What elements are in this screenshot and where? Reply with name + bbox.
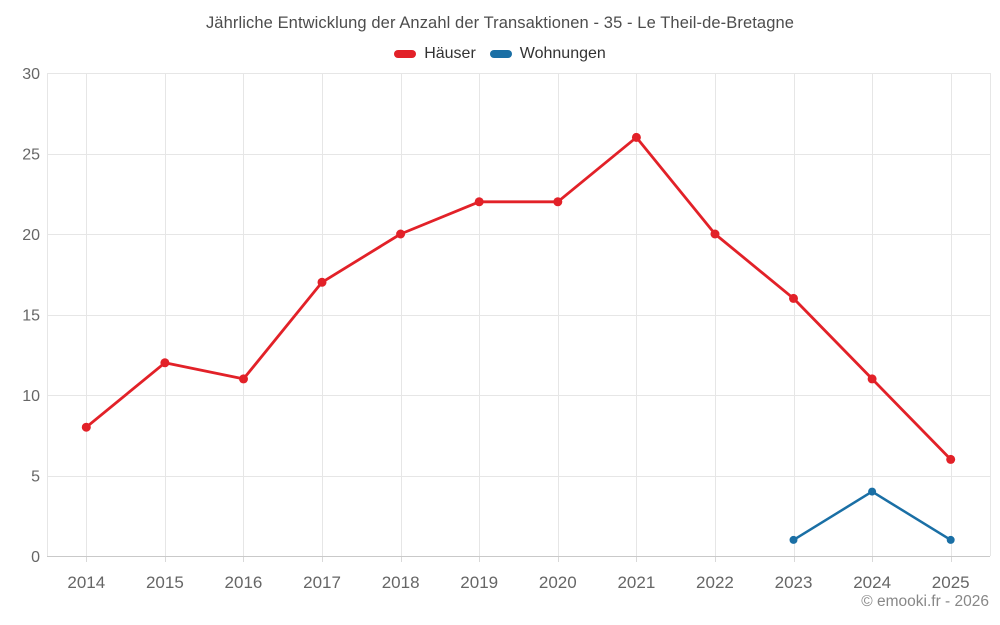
legend-item-wohnungen[interactable]: Wohnungen	[489, 45, 606, 63]
y-axis-tick-label: 20	[22, 227, 40, 244]
data-point-häuser[interactable]	[396, 229, 406, 239]
data-point-häuser[interactable]	[553, 197, 563, 207]
x-axis-tick-label: 2017	[303, 573, 341, 592]
legend-item-haeuser[interactable]: Häuser	[394, 45, 476, 63]
data-point-häuser[interactable]	[710, 229, 720, 239]
series-line-häuser	[84, 135, 953, 461]
data-point-wohnungen[interactable]	[868, 487, 877, 496]
y-axis-tick-label: 15	[22, 308, 40, 325]
data-point-häuser[interactable]	[239, 374, 248, 384]
x-axis-tick-label: 2015	[146, 573, 184, 592]
x-axis-tick-label: 2024	[853, 573, 891, 592]
x-axis-tick-label: 2018	[382, 573, 420, 592]
x-axis-tick-label: 2025	[932, 573, 970, 592]
y-axis-tick-label: 30	[22, 66, 40, 83]
data-point-wohnungen[interactable]	[946, 535, 955, 544]
data-point-häuser[interactable]	[160, 358, 170, 368]
legend-label-wohnungen: Wohnungen	[519, 45, 606, 62]
data-point-häuser[interactable]	[317, 277, 327, 287]
x-axis-tick-label: 2021	[617, 573, 655, 592]
legend-label-haeuser: Häuser	[424, 45, 476, 62]
wohnungen-legend-swatch-icon	[489, 50, 512, 58]
y-axis-tick-label: 5	[31, 469, 40, 486]
x-axis-tick-label: 2022	[696, 573, 734, 592]
y-axis-tick-label: 0	[31, 549, 40, 566]
data-point-häuser[interactable]	[789, 293, 798, 303]
x-axis-tick-label: 2014	[67, 573, 105, 592]
y-axis-tick-label: 25	[22, 147, 40, 164]
x-axis-tick-label: 2020	[539, 573, 577, 592]
legend: Häuser Wohnungen	[0, 44, 1000, 64]
data-point-häuser[interactable]	[946, 454, 956, 464]
x-axis-tick-label: 2016	[225, 573, 263, 592]
data-point-häuser[interactable]	[81, 422, 91, 432]
y-axis-tick-label: 10	[22, 388, 40, 405]
data-point-häuser[interactable]	[474, 197, 484, 207]
haeuser-legend-swatch-icon	[394, 50, 417, 58]
data-point-häuser[interactable]	[867, 374, 877, 384]
data-point-häuser[interactable]	[631, 132, 641, 142]
data-point-wohnungen[interactable]	[789, 535, 798, 544]
x-axis-tick-label: 2023	[775, 573, 813, 592]
chart-title: Jährliche Entwicklung der Anzahl der Tra…	[205, 14, 795, 32]
copyright-credit: © emooki.fr - 2026	[861, 593, 989, 610]
x-axis-tick-label: 2019	[460, 573, 498, 592]
